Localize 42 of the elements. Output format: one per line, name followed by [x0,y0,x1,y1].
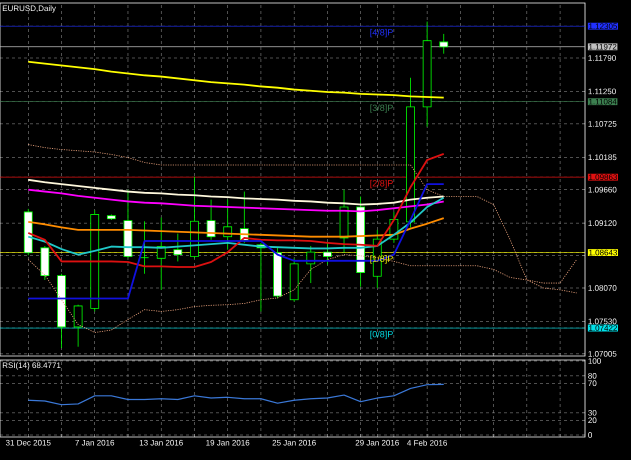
y-tick-label: 1.11250 [588,88,616,94]
x-tick-label: 31 Dec 2015 [6,440,51,446]
y-tick-label: 1.10725 [588,121,616,127]
ref-line-label: [3/8]P [370,104,393,113]
x-tick-label: 4 Feb 2016 [407,440,447,446]
y-tick-label: 20 [588,417,596,424]
y-tick-label: 1.10185 [588,154,616,160]
y-tick-label: 100 [588,358,601,364]
candlestick [173,233,182,262]
y-tick-label: 70 [588,380,596,386]
y-tick-label: 80 [588,373,596,379]
candlestick [206,199,216,240]
y-tick-label: 0 [588,432,592,438]
chart-title: RSI(14) 68.4771 [2,362,60,370]
y-tick-label: 1.12305 [589,23,618,30]
candlestick [323,242,332,265]
line-series [28,384,444,406]
ref-line-label: [2/8]P [370,180,393,188]
y-tick-label: 1.11790 [588,55,616,61]
line-series [27,188,445,212]
chart-title: EURUSD,Daily [2,5,56,13]
x-tick-label: 29 Jan 2016 [356,440,399,446]
y-tick-label: 1.09660 [588,186,616,193]
y-tick-label: 30 [588,410,596,416]
y-tick-label: 1.07422 [589,325,617,331]
y-tick-label: 1.07005 [588,351,616,357]
candlestick [140,220,149,274]
y-tick-label: 1.11084 [589,98,617,104]
y-tick-label: 1.08643 [589,250,618,256]
ref-line-label: [4/8]P [370,28,393,38]
y-tick-label: 1.09863 [589,174,618,180]
y-tick-label: 1.08070 [588,285,616,291]
y-tick-label: 1.11972 [589,44,616,50]
y-tick-label: 1.07530 [588,318,616,324]
candlestick [439,34,448,54]
x-tick-label: 7 Jan 2016 [75,440,114,446]
x-tick-label: 25 Jan 2016 [272,440,316,446]
x-tick-label: 13 Jan 2016 [140,440,183,446]
candlestick [74,304,82,348]
ref-line-label: [0/8]P [370,330,393,340]
x-tick-label: 19 Jan 2016 [206,440,250,446]
y-tick-label: 1.09120 [588,220,616,226]
